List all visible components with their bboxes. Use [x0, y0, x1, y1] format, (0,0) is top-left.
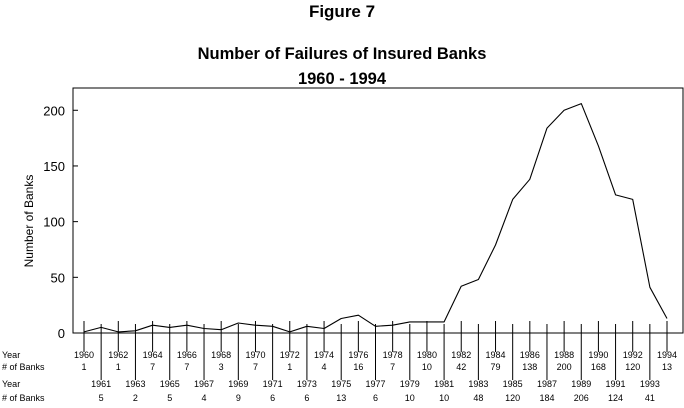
count-label: 1: [81, 362, 86, 372]
y-tick-label: 150: [43, 159, 65, 174]
count-label: 10: [405, 393, 415, 403]
year-label: 1970: [245, 350, 265, 360]
year-label: 1993: [640, 379, 660, 389]
series-line: [83, 103, 668, 333]
plot-frame: [72, 87, 684, 334]
count-label: 79: [491, 362, 501, 372]
figure-label: Figure 7: [308, 2, 376, 21]
count-label: 9: [236, 393, 241, 403]
count-label: 48: [473, 393, 483, 403]
count-label: 200: [557, 362, 572, 372]
count-label: 16: [353, 362, 363, 372]
count-label: 206: [574, 393, 589, 403]
year-label: 1965: [160, 379, 180, 389]
chart-title-block: Number of Failures of Insured Banks 1960…: [0, 42, 684, 92]
count-label: 1: [116, 362, 121, 372]
year-label: 1983: [468, 379, 488, 389]
y-tick-label: 50: [51, 270, 65, 285]
year-label: 1981: [434, 379, 454, 389]
year-label: 1985: [503, 379, 523, 389]
count-table-label: # of Banks: [2, 362, 45, 372]
year-label: 1974: [314, 350, 334, 360]
year-label: 1963: [125, 379, 145, 389]
year-label: 1964: [143, 350, 163, 360]
year-label: 1976: [348, 350, 368, 360]
year-label: 1989: [571, 379, 591, 389]
count-label: 6: [373, 393, 378, 403]
count-label: 10: [439, 393, 449, 403]
count-label: 5: [167, 393, 172, 403]
chart-subtitle: 1960 - 1994: [297, 70, 387, 88]
count-label: 5: [99, 393, 104, 403]
year-label: 1988: [554, 350, 574, 360]
count-label: 168: [591, 362, 606, 372]
year-table-label: Year: [2, 350, 20, 360]
count-label: 7: [390, 362, 395, 372]
chart-title: Number of Failures of Insured Banks: [197, 45, 487, 63]
year-table-label: Year: [2, 379, 20, 389]
year-label: 1991: [606, 379, 626, 389]
year-label: 1978: [383, 350, 403, 360]
year-label: 1966: [177, 350, 197, 360]
year-label: 1986: [520, 350, 540, 360]
count-label: 10: [422, 362, 432, 372]
count-label: 3: [219, 362, 224, 372]
year-label: 1972: [280, 350, 300, 360]
year-label: 1962: [108, 350, 128, 360]
count-label: 4: [322, 362, 327, 372]
count-label: 7: [253, 362, 258, 372]
year-label: 1979: [400, 379, 420, 389]
year-label: 1968: [211, 350, 231, 360]
count-label: 42: [456, 362, 466, 372]
year-label: 1980: [417, 350, 437, 360]
count-label: 6: [304, 393, 309, 403]
year-label: 1992: [623, 350, 643, 360]
year-label: 1984: [486, 350, 506, 360]
year-label: 1973: [297, 379, 317, 389]
count-label: 13: [662, 362, 672, 372]
year-label: 1971: [263, 379, 283, 389]
year-label: 1982: [451, 350, 471, 360]
count-label: 41: [645, 393, 655, 403]
year-label: 1960: [74, 350, 94, 360]
count-label: 120: [505, 393, 520, 403]
y-tick-label: 100: [43, 215, 65, 230]
count-label: 4: [202, 393, 207, 403]
count-table-label: # of Banks: [2, 393, 45, 403]
year-label: 1977: [365, 379, 385, 389]
count-label: 7: [150, 362, 155, 372]
y-tick-label: 0: [58, 326, 65, 341]
count-label: 2: [133, 393, 138, 403]
year-label: 1994: [657, 350, 677, 360]
count-label: 124: [608, 393, 623, 403]
year-label: 1961: [91, 379, 111, 389]
count-label: 184: [539, 393, 554, 403]
series-layer: [83, 103, 668, 333]
year-label: 1987: [537, 379, 557, 389]
y-tick-label: 200: [43, 103, 65, 118]
year-label: 1969: [228, 379, 248, 389]
count-label: 6: [270, 393, 275, 403]
axes: 0 50 100 150 200: [43, 87, 684, 341]
year-label: 1975: [331, 379, 351, 389]
count-label: 120: [625, 362, 640, 372]
count-label: 138: [522, 362, 537, 372]
count-label: 13: [336, 393, 346, 403]
year-label: 1967: [194, 379, 214, 389]
count-label: 1: [287, 362, 292, 372]
y-axis-label: Number of Banks: [22, 175, 36, 268]
year-label: 1990: [588, 350, 608, 360]
count-label: 7: [184, 362, 189, 372]
